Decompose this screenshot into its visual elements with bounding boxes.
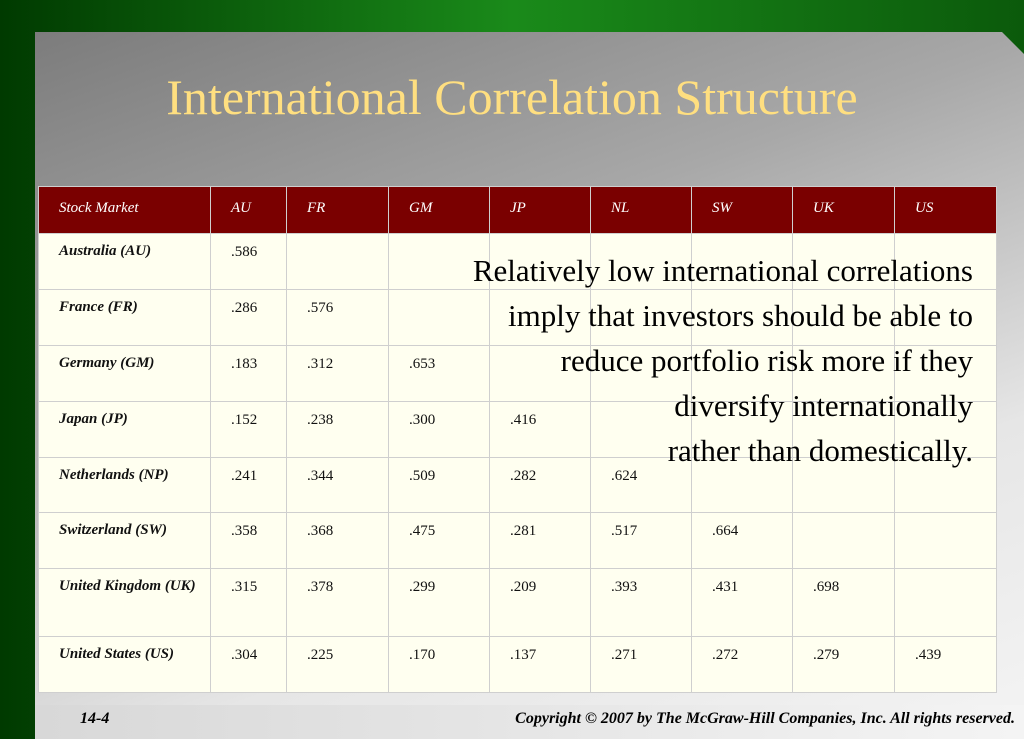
header-cell: AU bbox=[210, 186, 287, 234]
cell bbox=[691, 289, 793, 346]
cell: .152 bbox=[210, 401, 287, 458]
cell bbox=[388, 233, 490, 290]
header-cell: US bbox=[894, 186, 997, 234]
row-label: Switzerland (SW) bbox=[38, 512, 211, 569]
row-label: Japan (JP) bbox=[38, 401, 211, 458]
cell: .170 bbox=[388, 636, 490, 693]
cell: .315 bbox=[210, 568, 287, 637]
title: International Correlation Structure bbox=[166, 69, 858, 125]
copyright: Copyright © 2007 by The McGraw-Hill Comp… bbox=[515, 710, 1015, 727]
cell: .475 bbox=[388, 512, 490, 569]
cell bbox=[489, 345, 591, 402]
table-row: United Kingdom (UK) .315.378.299.209.393.… bbox=[38, 568, 997, 637]
cell: .281 bbox=[489, 512, 591, 569]
page-number: 14-4 bbox=[80, 710, 110, 727]
header-cell: NL bbox=[590, 186, 692, 234]
cell bbox=[691, 345, 793, 402]
cell: .137 bbox=[489, 636, 591, 693]
table-row: United States (US) .304.225.170.137.271.2… bbox=[38, 636, 997, 693]
callout-line: rather than domestically. bbox=[667, 433, 973, 468]
cell bbox=[894, 345, 997, 402]
row-label: Netherlands (NP) bbox=[38, 457, 211, 513]
row-label: France (FR) bbox=[38, 289, 211, 346]
cell: .183 bbox=[210, 345, 287, 402]
header-cell: UK bbox=[792, 186, 895, 234]
table-row: France (FR) .286.576 bbox=[38, 289, 997, 346]
cell: .393 bbox=[590, 568, 692, 637]
correlation-table: Stock Market AU FR GM JP NL SW UK US Australia (A… bbox=[38, 186, 997, 693]
cell: .664 bbox=[691, 512, 793, 569]
cell: .431 bbox=[691, 568, 793, 637]
row-label: United Kingdom (UK) bbox=[38, 568, 211, 637]
cell: .624 bbox=[590, 457, 692, 513]
cell: .368 bbox=[286, 512, 389, 569]
cell: .517 bbox=[590, 512, 692, 569]
cell bbox=[590, 401, 692, 458]
header-cell: FR bbox=[286, 186, 389, 234]
cell bbox=[388, 289, 490, 346]
cell bbox=[894, 401, 997, 458]
footer-band bbox=[35, 705, 1024, 739]
table-row: Germany (GM) .183.312.653 bbox=[38, 345, 997, 402]
cell bbox=[691, 233, 793, 290]
cell: .209 bbox=[489, 568, 591, 637]
cell: .279 bbox=[792, 636, 895, 693]
cell: .378 bbox=[286, 568, 389, 637]
table-row: Australia (AU) .586 bbox=[38, 233, 997, 290]
cell: .576 bbox=[286, 289, 389, 346]
table-row: Japan (JP) .152.238.300.416 bbox=[38, 401, 997, 458]
cell bbox=[489, 289, 591, 346]
cell: .241 bbox=[210, 457, 287, 513]
callout: Relatively low international correlation… bbox=[473, 248, 973, 473]
cell: .312 bbox=[286, 345, 389, 402]
cell bbox=[894, 457, 997, 513]
cell: .272 bbox=[691, 636, 793, 693]
row-label: Australia (AU) bbox=[38, 233, 211, 290]
cell: .344 bbox=[286, 457, 389, 513]
cell: .238 bbox=[286, 401, 389, 458]
cell bbox=[489, 233, 591, 290]
cell: .509 bbox=[388, 457, 490, 513]
callout-line: reduce portfolio risk more if they bbox=[560, 343, 973, 378]
cell bbox=[792, 401, 895, 458]
cell bbox=[286, 233, 389, 290]
cell: .271 bbox=[590, 636, 692, 693]
header-cell: SW bbox=[691, 186, 793, 234]
cell: .286 bbox=[210, 289, 287, 346]
header-row: Stock Market AU FR GM JP NL SW UK US bbox=[38, 186, 997, 234]
cell: .358 bbox=[210, 512, 287, 569]
cell: .304 bbox=[210, 636, 287, 693]
callout-line: Relatively low international correlation… bbox=[472, 253, 973, 288]
cell: .299 bbox=[388, 568, 490, 637]
callout-line: diversify internationally bbox=[674, 388, 973, 423]
cell: .439 bbox=[894, 636, 997, 693]
cell: .225 bbox=[286, 636, 389, 693]
cell bbox=[792, 233, 895, 290]
cell bbox=[894, 568, 997, 637]
cell bbox=[894, 233, 997, 290]
header-cell: JP bbox=[489, 186, 591, 234]
header-cell: Stock Market bbox=[38, 186, 211, 234]
row-label: Germany (GM) bbox=[38, 345, 211, 402]
cell: .698 bbox=[792, 568, 895, 637]
cell bbox=[792, 512, 895, 569]
cell bbox=[691, 457, 793, 513]
cell bbox=[894, 512, 997, 569]
header-cell: GM bbox=[388, 186, 490, 234]
callout-line: imply that investors should be able to bbox=[508, 298, 973, 333]
cell: .282 bbox=[489, 457, 591, 513]
row-label: United States (US) bbox=[38, 636, 211, 693]
table-row: Switzerland (SW) .358.368.475.281.517.664 bbox=[38, 512, 997, 569]
cell: .586 bbox=[210, 233, 287, 290]
